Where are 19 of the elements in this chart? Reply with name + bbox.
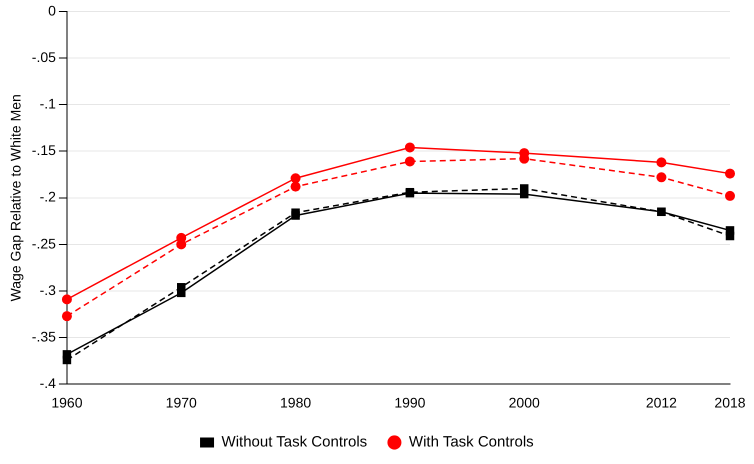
x-tick-label: 2018 [714, 394, 746, 410]
y-tick-label: -.25 [32, 235, 56, 252]
legend-label: Without Task Controls [222, 434, 368, 451]
y-axis-title: Wage Gap Relative to White Men [7, 94, 24, 302]
x-tick-label: 1980 [280, 394, 312, 410]
legend-label: With Task Controls [408, 434, 534, 451]
x-tick-label: 2000 [508, 394, 540, 410]
x-tick-label: 1990 [394, 394, 426, 410]
x-tick-label: 1970 [166, 394, 198, 410]
y-tick-label: -.15 [32, 142, 56, 158]
y-tick-label: -.2 [40, 188, 56, 205]
y-tick-label: -.3 [40, 282, 56, 298]
y-tick-label: -.35 [32, 328, 56, 344]
y-tick-label: 0 [48, 2, 56, 18]
y-tick-label: -.4 [40, 375, 56, 392]
x-tick-label: 2012 [646, 394, 678, 410]
y-tick-label: -.05 [32, 48, 56, 65]
y-tick-label: -.1 [40, 95, 56, 112]
x-tick-label: 1960 [51, 394, 83, 410]
